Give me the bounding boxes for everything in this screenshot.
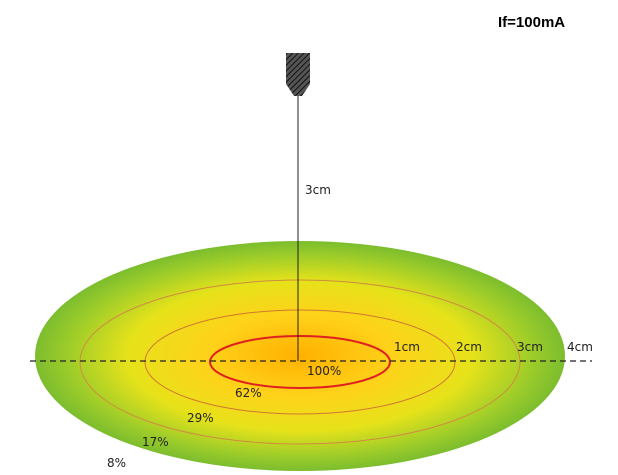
irradiance-field xyxy=(35,241,565,471)
intensity-label: 100% xyxy=(307,364,341,378)
radius-label: 3cm xyxy=(517,340,543,354)
ring xyxy=(144,309,456,415)
intensity-label: 62% xyxy=(235,386,262,400)
led-icon xyxy=(286,53,310,96)
radius-label: 4cm xyxy=(567,340,593,354)
intensity-label: 29% xyxy=(187,411,214,425)
intensity-label: 8% xyxy=(107,456,126,470)
intensity-label: 17% xyxy=(142,435,169,449)
ring xyxy=(79,279,521,445)
distance-label: 3cm xyxy=(305,183,331,197)
radius-label: 1cm xyxy=(394,340,420,354)
ring xyxy=(209,335,391,389)
radius-label: 2cm xyxy=(456,340,482,354)
condition-label: If=100mA xyxy=(498,14,565,31)
